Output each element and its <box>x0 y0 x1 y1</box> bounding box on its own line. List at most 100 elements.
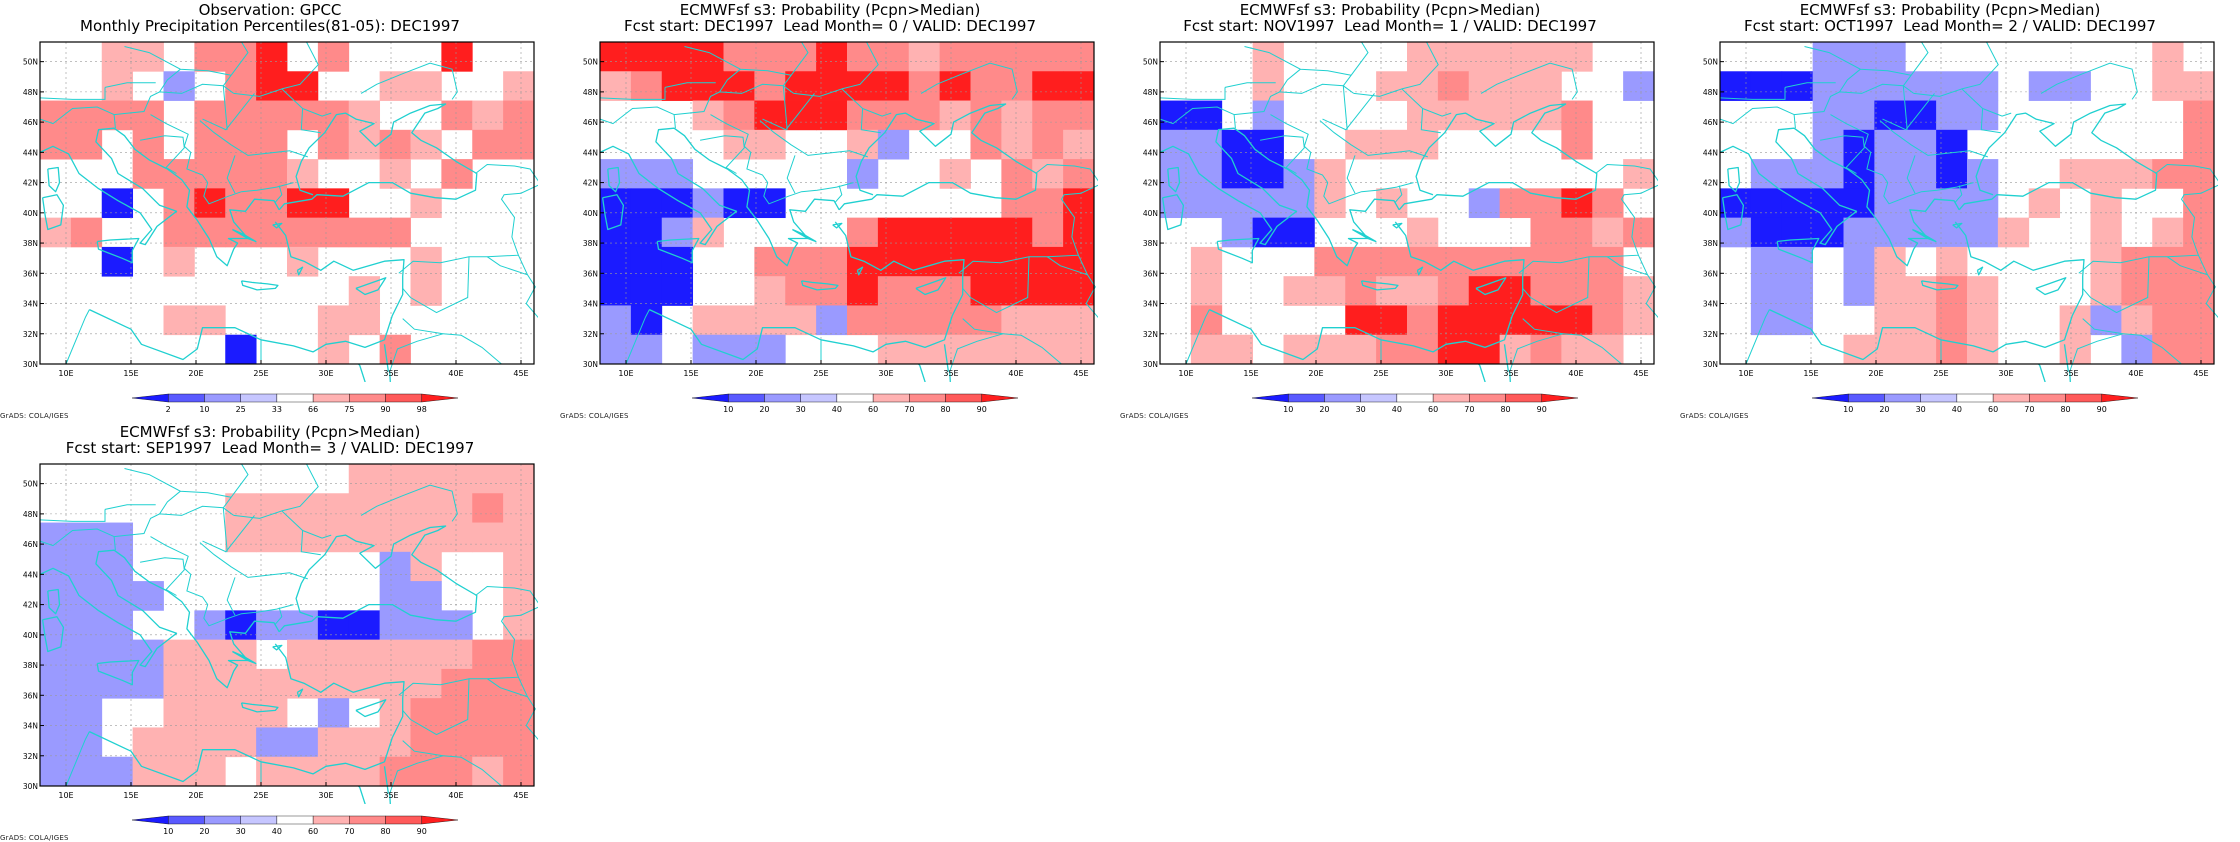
border-line <box>1342 85 1348 130</box>
colorbar-segment <box>204 393 241 403</box>
coastline <box>1398 103 1598 211</box>
precip-cell <box>472 698 504 728</box>
lon-label: 45E <box>1073 369 1088 378</box>
precip-cell <box>816 305 848 336</box>
border-line <box>1804 46 1912 76</box>
lat-label: 42N <box>23 179 38 188</box>
precip-cell <box>1592 217 1624 248</box>
coastline <box>232 650 257 665</box>
precip-cell <box>2183 188 2215 219</box>
precip-cell <box>1190 159 1223 189</box>
coastline <box>240 280 279 291</box>
panel-title: ECMWFsf s3: Probability (Pcpn>Median) Fcs… <box>624 1 1036 35</box>
precip-cell <box>194 727 226 758</box>
precip-cell <box>1252 71 1284 101</box>
colorbar-segment <box>1884 393 1921 403</box>
precip-cell <box>1063 188 1095 219</box>
precip-cell <box>1468 246 1501 277</box>
precip-cell <box>692 71 724 101</box>
precip-cell <box>287 159 319 189</box>
border-line <box>159 490 181 515</box>
precip-cell <box>101 581 134 611</box>
precip-cell <box>847 246 879 277</box>
colorbar-segment <box>945 393 982 403</box>
precip-cell <box>908 42 941 72</box>
coastline <box>1167 166 1181 193</box>
border-line <box>104 504 156 510</box>
border-line <box>599 106 676 129</box>
precip-cell <box>1252 217 1284 248</box>
precip-cell <box>600 71 632 101</box>
precip-cell <box>1936 159 1968 189</box>
grads-credit: GrADS: COLA/IGES <box>0 412 69 420</box>
precip-cell <box>970 305 1002 336</box>
precip-cell <box>410 493 442 523</box>
colorbar-segment <box>349 815 386 825</box>
border-line <box>1509 318 1564 372</box>
precip-cell <box>692 188 724 219</box>
colorbar-label: 30 <box>1356 405 1366 414</box>
colorbar-label: 33 <box>272 405 282 414</box>
precip-cell <box>1001 305 1033 336</box>
borders <box>39 41 538 372</box>
lon-label: 20E <box>1308 369 1323 378</box>
precip-cell <box>194 698 226 728</box>
coastline <box>1912 228 1937 243</box>
precip-cell <box>2090 188 2122 219</box>
precip-cell <box>1843 246 1875 277</box>
precip-cell <box>256 100 288 131</box>
precip-cell <box>661 276 694 306</box>
precip-cell <box>1592 246 1624 277</box>
precip-cell <box>2121 305 2153 336</box>
precip-cell <box>2183 159 2215 189</box>
colorbar-segment <box>131 393 169 403</box>
precip-cell <box>661 246 694 277</box>
precip-map: 10E 15E 20E 25E 30E 35E 40E 45E 30N 32N 34N 36N 38N 4… <box>1143 41 1658 382</box>
precip-cell <box>970 217 1002 248</box>
colorbar-segment <box>421 815 459 825</box>
border-line <box>226 155 236 194</box>
border-line <box>398 163 538 274</box>
precip-cell <box>1032 246 1064 277</box>
precip-cell <box>1063 129 1095 160</box>
border-line <box>1982 108 2012 117</box>
border-line <box>1606 256 1648 276</box>
colorbar-label: 10 <box>1843 405 1853 414</box>
coastline <box>949 371 951 382</box>
precip-cell <box>939 71 971 101</box>
precip-cell <box>40 581 72 611</box>
precip-cell <box>317 100 350 131</box>
colorbar-label: 40 <box>832 405 842 414</box>
precip-cell <box>1190 334 1223 365</box>
precip-cell <box>1720 71 1752 101</box>
precip-cell <box>1623 159 1655 189</box>
precip-cell <box>163 188 195 219</box>
precip-cell <box>1530 217 1562 248</box>
precip-cell <box>1874 42 1906 72</box>
precip-cell <box>1032 129 1064 160</box>
precip-cell <box>600 246 632 277</box>
colorbar-label: 90 <box>380 405 390 414</box>
coastline <box>39 127 280 267</box>
precip-cell <box>472 464 504 494</box>
lat-label: 40N <box>23 209 38 218</box>
colorbar-label: 90 <box>977 405 987 414</box>
lat-label: 38N <box>23 661 38 670</box>
precip-cell <box>1001 188 1033 219</box>
coastline <box>41 194 65 231</box>
lon-label: 10E <box>1738 369 1753 378</box>
precip-cell <box>1781 246 1814 277</box>
precip-cell <box>970 334 1002 365</box>
border-line <box>1745 309 1770 365</box>
border-line <box>2082 256 2150 314</box>
panel-title: Observation: GPCC Monthly Precipitation P… <box>80 1 460 35</box>
precip-cell <box>503 129 535 160</box>
precip-cell <box>1437 305 1470 336</box>
lat-label: 36N <box>23 691 38 700</box>
precip-cell <box>256 727 288 758</box>
border-line <box>1820 135 1865 174</box>
border-line <box>274 607 283 625</box>
border-line <box>1719 87 1786 100</box>
precip-cell <box>2183 305 2215 336</box>
precip-cell <box>877 276 910 306</box>
